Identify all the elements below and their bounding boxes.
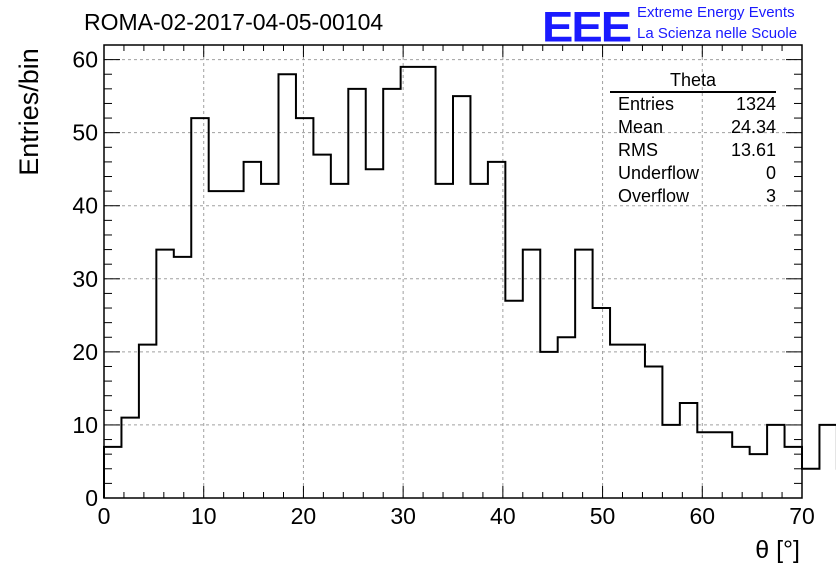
histogram-bin: [244, 162, 261, 498]
histogram-bin: [662, 425, 679, 498]
logo-line1: Extreme Energy Events: [637, 4, 795, 21]
y-tick-label: 60: [72, 47, 98, 73]
stats-value: 13.61: [730, 140, 776, 160]
histogram-bin: [523, 250, 540, 498]
histogram-bin: [470, 184, 487, 498]
stats-label: Entries: [618, 94, 675, 114]
histogram-bin: [418, 67, 435, 498]
x-tick-label: 70: [789, 503, 815, 529]
stats-row-entries: Entries 1324: [610, 93, 776, 116]
histogram-bin: [628, 345, 645, 498]
histogram-bin: [732, 447, 749, 498]
x-tick-label: 40: [490, 503, 516, 529]
histogram-bin: [261, 184, 278, 498]
histogram-bin: [209, 191, 226, 498]
logo-line2: La Scienza nelle Scuole: [637, 25, 798, 42]
histogram-bin: [383, 89, 400, 498]
histogram-bin: [593, 308, 610, 498]
eee-logo: EEE: [542, 2, 632, 51]
x-tick-label: 0: [98, 503, 111, 529]
histogram-bin: [279, 74, 296, 498]
histogram-bin: [802, 469, 819, 498]
y-tick-label: 10: [72, 412, 98, 438]
histogram-bin: [348, 89, 365, 498]
histogram-bin: [366, 169, 383, 498]
y-tick-label: 30: [72, 266, 98, 292]
stats-row-overflow: Overflow 3: [610, 185, 776, 208]
y-tick-label: 0: [85, 485, 98, 511]
histogram-bin: [453, 96, 470, 498]
histogram-bin: [191, 118, 208, 498]
y-tick-label: 20: [72, 339, 98, 365]
stats-label: Underflow: [618, 163, 700, 183]
stats-row-mean: Mean 24.34: [610, 116, 776, 139]
histogram-bin: [575, 250, 592, 498]
x-axis-label: θ [°]: [755, 536, 800, 564]
histogram-bin: [819, 425, 836, 498]
histogram-bin: [174, 257, 191, 498]
plot-frame: [103, 44, 803, 499]
histogram-bin: [505, 301, 522, 498]
stats-value: 1324: [735, 94, 776, 114]
histogram-bin: [121, 418, 138, 498]
histogram-bin: [296, 118, 313, 498]
histogram-bin: [436, 184, 453, 498]
stats-value: 0: [765, 163, 776, 183]
histogram-bin: [226, 191, 243, 498]
stats-row-rms: RMS 13.61: [610, 139, 776, 162]
histogram-bin: [750, 454, 767, 498]
stats-label: Overflow: [618, 186, 690, 206]
histogram-bin: [715, 432, 732, 498]
stats-value: 3: [765, 186, 776, 206]
run-title: ROMA-02-2017-04-05-00104: [84, 9, 384, 35]
stats-row-underflow: Underflow 0: [610, 162, 776, 185]
x-tick-label: 60: [689, 503, 715, 529]
histogram-bin: [139, 345, 156, 498]
histogram-bin: [645, 366, 662, 498]
histogram-bin: [558, 337, 575, 498]
histogram-bin: [156, 250, 173, 498]
x-tick-label: 10: [191, 503, 217, 529]
histogram-bin: [767, 425, 784, 498]
stats-label: RMS: [618, 140, 658, 160]
stats-box: Theta Entries 1324 Mean 24.34 RMS 13.61 Und…: [610, 70, 776, 208]
histogram-bin: [697, 432, 714, 498]
y-tick-label: 50: [72, 120, 98, 146]
histogram-bin: [331, 184, 348, 498]
x-tick-label: 50: [590, 503, 616, 529]
stats-value: 24.34: [730, 117, 776, 137]
y-axis-label: Entries/bin: [14, 48, 44, 176]
histogram-bin: [610, 345, 627, 498]
histogram-series: [103, 65, 836, 498]
stats-label: Mean: [618, 117, 664, 137]
x-tick-label: 30: [390, 503, 416, 529]
stats-title: Theta: [610, 70, 776, 93]
y-tick-label: 40: [72, 193, 98, 219]
x-tick-label: 20: [291, 503, 317, 529]
histogram-bin: [680, 403, 697, 498]
histogram-outline: [103, 65, 836, 498]
